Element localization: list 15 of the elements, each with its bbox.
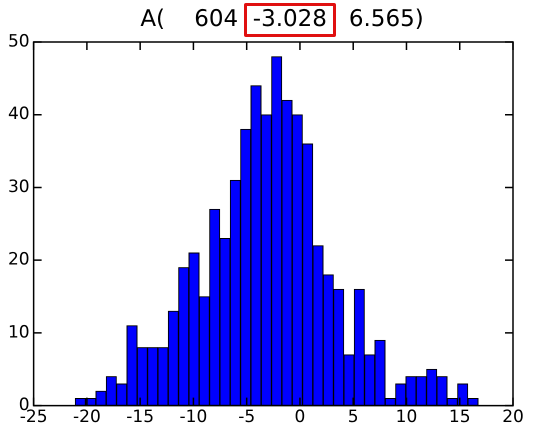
x-tick-label: -20: [73, 407, 101, 428]
x-tick-label: 15: [448, 407, 471, 428]
y-tick-label: 10: [8, 322, 30, 342]
x-tick-label: 5: [348, 407, 359, 428]
chart-title: A( 604 -3.028 6.565): [139, 6, 425, 32]
x-tick-label: -10: [180, 407, 208, 428]
y-tick-label: 50: [8, 31, 30, 52]
y-tick-label: 40: [8, 104, 30, 124]
x-tick-label: 0: [294, 407, 306, 428]
x-tick-label: -15: [126, 407, 154, 428]
x-tick-label: 10: [396, 407, 418, 428]
y-tick-label: 20: [8, 250, 30, 270]
y-tick-label: 30: [8, 176, 30, 197]
x-tick-label: 20: [502, 407, 524, 428]
x-tick-label: -5: [238, 407, 256, 428]
